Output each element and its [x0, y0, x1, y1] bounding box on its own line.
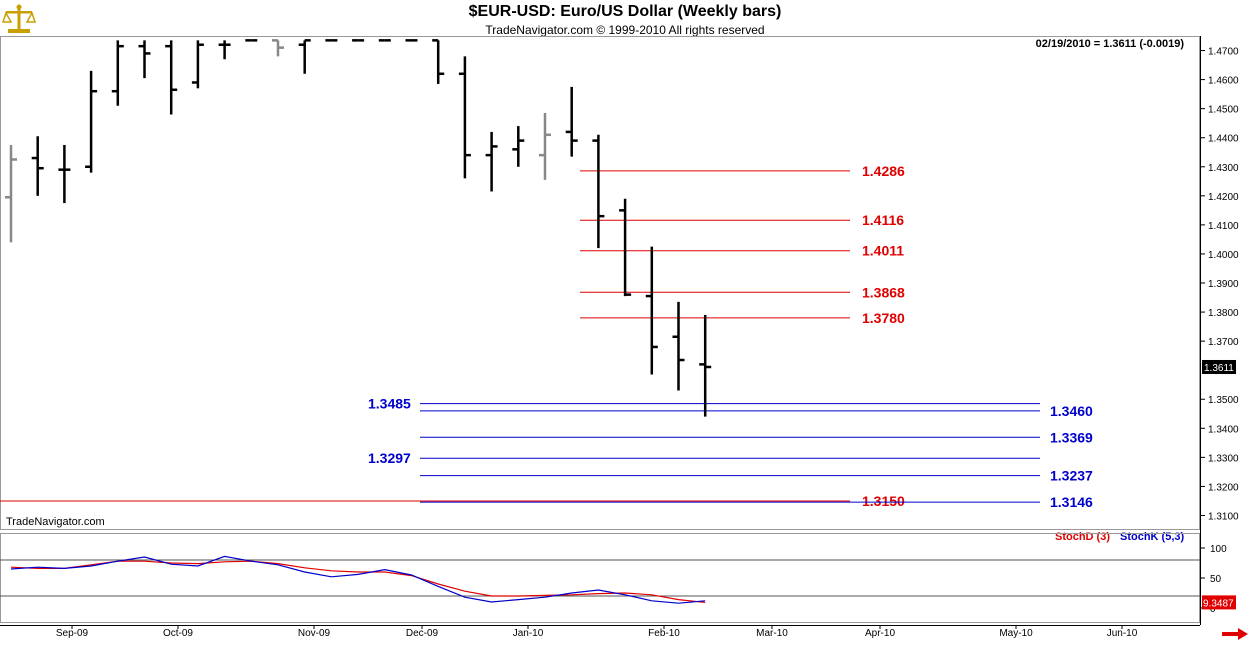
fib-label-blue: 1.3297: [368, 450, 411, 466]
x-tick-label: Mar-10: [756, 628, 788, 639]
fib-label-red: 1.4011: [862, 243, 904, 259]
y-tick-label: 1.3100: [1208, 511, 1239, 522]
fib-label-red: 1.3780: [862, 310, 905, 326]
y-tick-label: 1.3900: [1208, 279, 1239, 290]
y-tick-label: 1.4100: [1208, 221, 1239, 232]
stoch-series-k: [10, 555, 706, 604]
scales-icon[interactable]: [1, 2, 37, 36]
y-tick-label: 1.4400: [1208, 134, 1239, 145]
stoch-series-d: [10, 560, 706, 604]
stoch-y-tick-label: 0: [1210, 604, 1216, 615]
last-price-label: 1.3611: [1204, 363, 1234, 374]
x-tick-label: Sep-09: [56, 628, 89, 639]
fib-label-red: 1.4116: [862, 212, 904, 228]
chart-title: $EUR-USD: Euro/US Dollar (Weekly bars): [468, 3, 782, 20]
stoch-last-label: 9.3487: [1203, 598, 1234, 609]
fib-label-red: 1.3868: [862, 284, 905, 300]
y-tick-label: 1.4600: [1208, 76, 1239, 87]
x-tick-label: Feb-10: [648, 628, 680, 639]
x-tick-label: Apr-10: [865, 628, 895, 639]
y-tick-label: 1.3500: [1208, 395, 1239, 406]
y-tick-label: 1.4000: [1208, 250, 1239, 261]
stoch-last-box: [1202, 595, 1236, 610]
x-tick-label: Oct-09: [163, 628, 193, 639]
y-tick-label: 1.3300: [1208, 453, 1239, 464]
right-arrow-icon[interactable]: [1222, 627, 1248, 640]
fib-label-blue: 1.3369: [1050, 429, 1093, 445]
x-tick-label: Jun-10: [1107, 628, 1138, 639]
y-tick-label: 1.3700: [1208, 337, 1239, 348]
fib-label-blue: 1.3460: [1050, 403, 1093, 419]
stoch-y-tick-label: 100: [1210, 544, 1227, 555]
last-price-box: [1202, 359, 1236, 374]
fib-label-blue: 1.3485: [368, 396, 411, 412]
y-tick-label: 1.4300: [1208, 163, 1239, 174]
stoch-y-tick-label: 50: [1210, 574, 1222, 585]
fib-label-red: 1.3150: [862, 493, 905, 509]
price-quote: 02/19/2010 = 1.3611 (-0.0019): [1035, 38, 1184, 50]
fib-label-blue: 1.3237: [1050, 468, 1093, 484]
x-tick-label: Nov-09: [298, 628, 331, 639]
x-tick-label: Jan-10: [513, 628, 544, 639]
fib-label-red: 1.4286: [862, 163, 905, 179]
y-tick-label: 1.4200: [1208, 192, 1239, 203]
price-pane: [0, 36, 1200, 530]
y-tick-label: 1.3800: [1208, 308, 1239, 319]
fib-label-blue: 1.3146: [1050, 494, 1093, 510]
y-tick-label: 1.4500: [1208, 105, 1239, 116]
y-tick-label: 1.3200: [1208, 482, 1239, 493]
y-tick-label: 1.3400: [1208, 424, 1239, 435]
stoch-pane: [0, 533, 1200, 623]
y-tick-label: 1.4700: [1208, 47, 1239, 58]
x-tick-label: Dec-09: [406, 628, 439, 639]
x-tick-label: May-10: [999, 628, 1033, 639]
brand-label: TradeNavigator.com: [6, 516, 105, 528]
chart-subtitle: TradeNavigator.com © 1999-2010 All right…: [485, 23, 765, 37]
